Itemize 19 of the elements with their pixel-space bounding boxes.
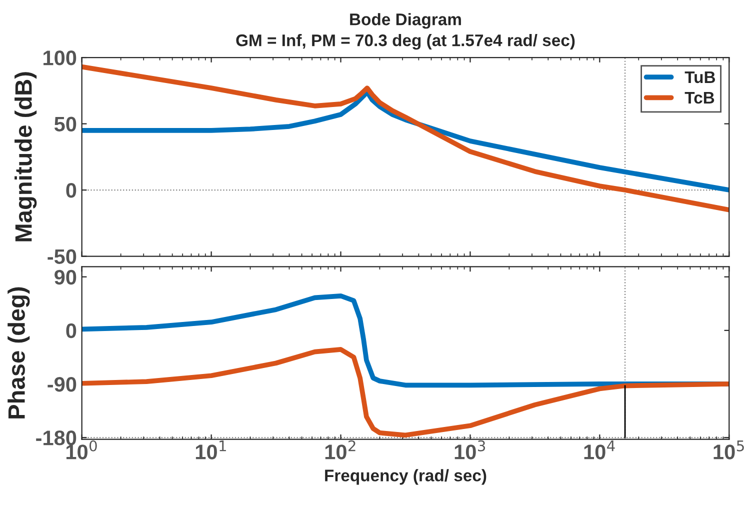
y-tick-label: 0 xyxy=(66,183,76,198)
y-tick-label: -50 xyxy=(48,249,76,264)
x-tick-label: 10$^{4}$ xyxy=(584,440,615,460)
y-tick-label: -90 xyxy=(48,376,76,392)
x-tick-label: 10$^{3}$ xyxy=(454,440,486,460)
y-axis-title: Magnitude (dB) xyxy=(14,72,37,242)
y-tick-label: 50 xyxy=(54,116,76,132)
y-tick-label: 0 xyxy=(66,323,76,338)
y-axis-title: Phase (deg) xyxy=(8,287,30,418)
x-tick-label: 10$^{1}$ xyxy=(196,440,226,460)
x-axis-title: Frequency (rad/ sec) xyxy=(325,469,486,485)
chart-title: Bode Diagram xyxy=(350,13,461,29)
x-tick-label: 10$^{5}$ xyxy=(714,440,744,460)
y-tick-label: 100 xyxy=(44,50,76,66)
y-tick-label: 90 xyxy=(54,270,76,285)
legend-label: TuB xyxy=(684,71,716,84)
legend-label: TcB xyxy=(684,92,714,104)
chart-subtitle: GM = Inf, PM = 70.3 deg (at 1.57e4 rad/ sec) xyxy=(236,34,575,50)
x-tick-label: 10$^{2}$ xyxy=(325,440,356,460)
